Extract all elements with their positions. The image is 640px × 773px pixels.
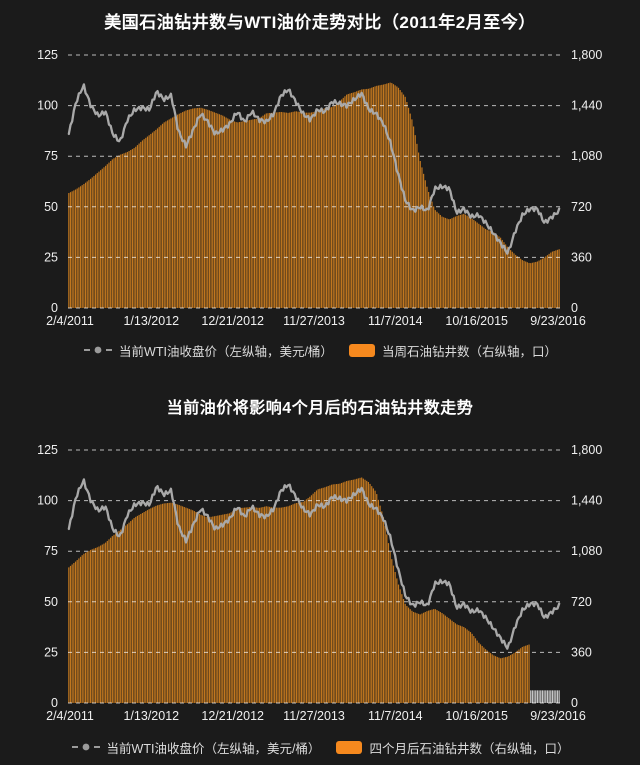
svg-text:125: 125 — [37, 48, 58, 62]
bar-series — [68, 82, 560, 309]
x-axis-labels: 2/4/2011 1/13/2012 12/21/2012 11/27/2013 11/… — [46, 314, 586, 328]
svg-text:720: 720 — [571, 595, 592, 609]
svg-text:75: 75 — [44, 544, 58, 558]
svg-text:100: 100 — [37, 99, 58, 113]
price-line — [67, 478, 561, 650]
svg-text:11/7/2014: 11/7/2014 — [368, 709, 423, 723]
svg-text:75: 75 — [44, 149, 58, 163]
line-legend-label: 当前WTI油收盘价（左纵轴，美元/桶） — [119, 344, 333, 359]
svg-text:12/21/2012: 12/21/2012 — [201, 314, 264, 328]
svg-text:1,080: 1,080 — [571, 149, 602, 163]
svg-text:10/16/2015: 10/16/2015 — [445, 314, 508, 328]
right-axis-labels: 1,800 1,440 1,080 720 360 0 — [571, 48, 602, 315]
svg-text:1,440: 1,440 — [571, 494, 602, 508]
svg-text:11/27/2013: 11/27/2013 — [283, 314, 345, 328]
svg-text:2/4/2011: 2/4/2011 — [46, 314, 94, 328]
svg-text:0: 0 — [571, 696, 578, 710]
bar-legend-label: 四个月后石油钻井数（右纵轴，口） — [369, 741, 570, 756]
chart-title-top: 美国石油钻井数与WTI油价走势对比（2011年2月至今） — [104, 13, 536, 32]
svg-text:25: 25 — [44, 645, 58, 659]
svg-text:1,800: 1,800 — [571, 443, 602, 457]
svg-text:1/13/2012: 1/13/2012 — [123, 709, 179, 723]
bar-legend-swatch — [348, 343, 375, 357]
chart-section-bottom: 当前油价将影响4个月后的石油钻井数走势 125 100 75 50 25 0 1,800 1,… — [0, 396, 640, 757]
line-legend-marker — [71, 741, 101, 753]
left-axis-labels: 125 100 75 50 25 0 — [37, 48, 58, 315]
chart-section-top: 美国石油钻井数与WTI油价走势对比（2011年2月至今） 125 100 75 50 2… — [0, 0, 640, 360]
right-axis-labels: 1,800 1,440 1,080 720 360 0 — [571, 443, 602, 710]
x-axis-labels: 2/4/2011 1/13/2012 12/21/2012 11/27/2013 11/… — [46, 709, 586, 723]
svg-text:100: 100 — [37, 494, 58, 508]
svg-text:360: 360 — [571, 250, 592, 264]
svg-text:25: 25 — [44, 250, 58, 264]
svg-text:1,440: 1,440 — [571, 99, 602, 113]
price-line — [67, 83, 561, 255]
svg-text:0: 0 — [51, 301, 58, 315]
svg-text:10/16/2015: 10/16/2015 — [445, 709, 508, 723]
chart-canvas-top: 12510075502501,8001,4401,08072036002/4/2… — [37, 48, 602, 328]
svg-text:11/7/2014: 11/7/2014 — [368, 314, 423, 328]
chart-legend-bottom: 当前WTI油收盘价（左纵轴，美元/桶） 四个月后石油钻井数（右纵轴，口） — [0, 737, 640, 757]
line-legend-label: 当前WTI油收盘价（左纵轴，美元/桶） — [106, 741, 321, 756]
grid-lines — [68, 54, 560, 309]
chart-canvas-bottom: 12510075502501,8001,4401,08072036002/4/2… — [37, 443, 602, 723]
line-legend-marker — [83, 344, 113, 356]
svg-text:50: 50 — [44, 595, 58, 609]
chart-title-bottom: 当前油价将影响4个月后的石油钻井数走势 — [166, 400, 474, 417]
svg-text:2/4/2011: 2/4/2011 — [46, 709, 94, 723]
svg-text:0: 0 — [51, 696, 58, 710]
svg-text:720: 720 — [571, 200, 592, 214]
svg-text:11/27/2013: 11/27/2013 — [283, 709, 345, 723]
svg-text:12/21/2012: 12/21/2012 — [201, 709, 264, 723]
grid-lines — [68, 449, 560, 704]
bar-legend-swatch — [336, 740, 363, 754]
svg-text:0: 0 — [571, 301, 578, 315]
bar-legend-label: 当周石油钻井数（右纵轴，口） — [381, 344, 557, 359]
chart-legend-top: 当前WTI油收盘价（左纵轴，美元/桶） 当周石油钻井数（右纵轴，口） — [0, 340, 640, 360]
svg-text:9/23/2016: 9/23/2016 — [530, 709, 586, 723]
svg-text:50: 50 — [44, 200, 58, 214]
svg-text:9/23/2016: 9/23/2016 — [530, 314, 586, 328]
svg-text:360: 360 — [571, 645, 592, 659]
bar-series — [68, 477, 560, 703]
svg-text:1,080: 1,080 — [571, 544, 602, 558]
svg-text:125: 125 — [37, 443, 58, 457]
svg-text:1,800: 1,800 — [571, 48, 602, 62]
left-axis-labels: 125 100 75 50 25 0 — [37, 443, 58, 710]
svg-text:1/13/2012: 1/13/2012 — [123, 314, 179, 328]
